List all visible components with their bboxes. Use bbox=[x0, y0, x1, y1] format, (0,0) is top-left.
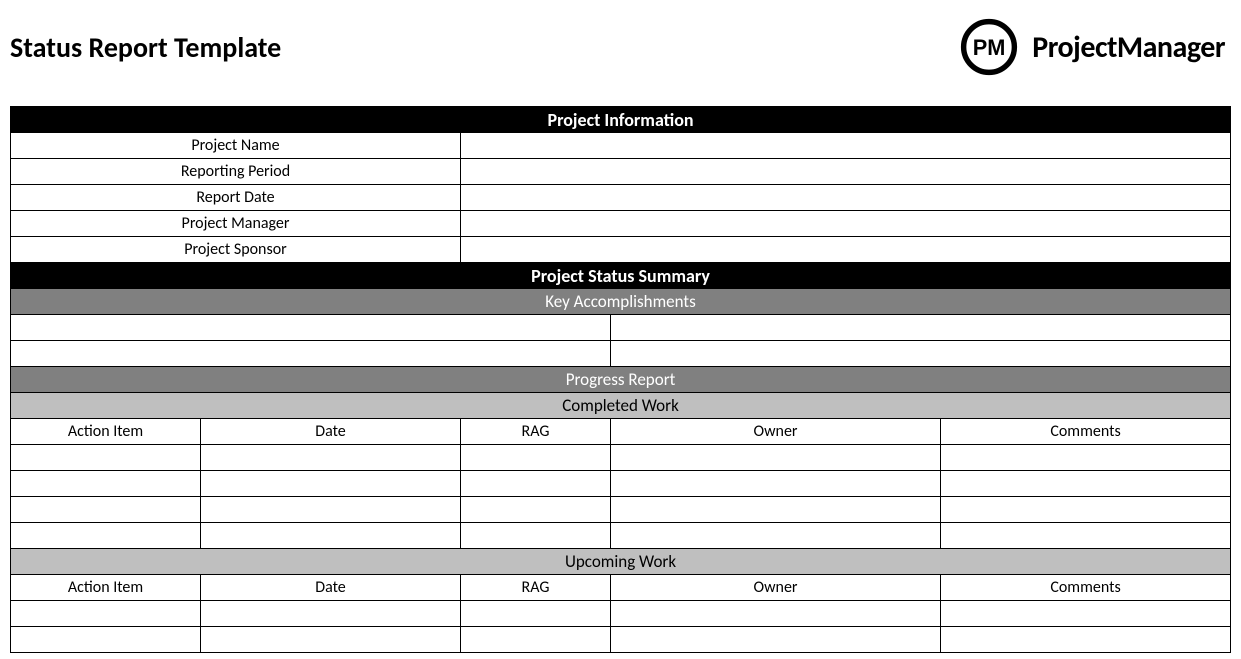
completed-work-row bbox=[11, 497, 1231, 523]
subheader-completed-work: Completed Work bbox=[11, 393, 1231, 419]
page-header: Status Report Template PM ProjectManager bbox=[10, 18, 1231, 106]
section-header-label: Project Status Summary bbox=[11, 263, 1231, 289]
key-accomplishments-row bbox=[11, 315, 1231, 341]
upcoming-work-row bbox=[11, 627, 1231, 653]
info-row-reporting-period: Reporting Period bbox=[11, 159, 1231, 185]
subheader-progress-report: Progress Report bbox=[11, 367, 1231, 393]
info-value[interactable] bbox=[461, 133, 1231, 159]
completed-work-row bbox=[11, 445, 1231, 471]
col-date: Date bbox=[201, 419, 461, 445]
report-table: Project Information Project Name Reporti… bbox=[10, 106, 1231, 653]
cell-rag[interactable] bbox=[461, 471, 611, 497]
ka-cell-right[interactable] bbox=[611, 315, 1231, 341]
cell-comments[interactable] bbox=[941, 627, 1231, 653]
brand-name: ProjectManager bbox=[1032, 29, 1225, 66]
cell-date[interactable] bbox=[201, 471, 461, 497]
cell-date[interactable] bbox=[201, 601, 461, 627]
cell-rag[interactable] bbox=[461, 627, 611, 653]
completed-work-row bbox=[11, 523, 1231, 549]
subheader-label: Upcoming Work bbox=[11, 549, 1231, 575]
cell-owner[interactable] bbox=[611, 627, 941, 653]
cell-date[interactable] bbox=[201, 497, 461, 523]
cell-date[interactable] bbox=[201, 523, 461, 549]
ka-cell-left[interactable] bbox=[11, 315, 611, 341]
info-row-project-sponsor: Project Sponsor bbox=[11, 237, 1231, 263]
subheader-key-accomplishments: Key Accomplishments bbox=[11, 289, 1231, 315]
info-value[interactable] bbox=[461, 185, 1231, 211]
upcoming-work-row bbox=[11, 601, 1231, 627]
cell-date[interactable] bbox=[201, 445, 461, 471]
col-owner: Owner bbox=[611, 575, 941, 601]
key-accomplishments-row bbox=[11, 341, 1231, 367]
col-rag: RAG bbox=[461, 575, 611, 601]
cell-comments[interactable] bbox=[941, 445, 1231, 471]
cell-action-item[interactable] bbox=[11, 627, 201, 653]
cell-action-item[interactable] bbox=[11, 497, 201, 523]
cell-owner[interactable] bbox=[611, 445, 941, 471]
info-label: Report Date bbox=[11, 185, 461, 211]
cell-comments[interactable] bbox=[941, 601, 1231, 627]
ka-cell-right[interactable] bbox=[611, 341, 1231, 367]
subheader-label: Progress Report bbox=[11, 367, 1231, 393]
col-rag: RAG bbox=[461, 419, 611, 445]
info-label: Project Name bbox=[11, 133, 461, 159]
info-label: Project Manager bbox=[11, 211, 461, 237]
info-label: Project Sponsor bbox=[11, 237, 461, 263]
cell-action-item[interactable] bbox=[11, 601, 201, 627]
completed-work-row bbox=[11, 471, 1231, 497]
col-comments: Comments bbox=[941, 419, 1231, 445]
cell-rag[interactable] bbox=[461, 445, 611, 471]
cell-owner[interactable] bbox=[611, 601, 941, 627]
col-date: Date bbox=[201, 575, 461, 601]
cell-rag[interactable] bbox=[461, 601, 611, 627]
cell-owner[interactable] bbox=[611, 471, 941, 497]
cell-action-item[interactable] bbox=[11, 445, 201, 471]
brand: PM ProjectManager bbox=[960, 18, 1225, 76]
section-header-project-status-summary: Project Status Summary bbox=[11, 263, 1231, 289]
cell-comments[interactable] bbox=[941, 497, 1231, 523]
info-row-project-manager: Project Manager bbox=[11, 211, 1231, 237]
info-label: Reporting Period bbox=[11, 159, 461, 185]
upcoming-work-columns: Action Item Date RAG Owner Comments bbox=[11, 575, 1231, 601]
cell-owner[interactable] bbox=[611, 497, 941, 523]
cell-rag[interactable] bbox=[461, 497, 611, 523]
col-owner: Owner bbox=[611, 419, 941, 445]
subheader-label: Completed Work bbox=[11, 393, 1231, 419]
col-comments: Comments bbox=[941, 575, 1231, 601]
section-header-project-information: Project Information bbox=[11, 107, 1231, 133]
brand-logo-icon: PM bbox=[960, 18, 1018, 76]
cell-owner[interactable] bbox=[611, 523, 941, 549]
cell-date[interactable] bbox=[201, 627, 461, 653]
info-row-report-date: Report Date bbox=[11, 185, 1231, 211]
ka-cell-left[interactable] bbox=[11, 341, 611, 367]
cell-action-item[interactable] bbox=[11, 471, 201, 497]
section-header-label: Project Information bbox=[11, 107, 1231, 133]
col-action-item: Action Item bbox=[11, 419, 201, 445]
cell-comments[interactable] bbox=[941, 523, 1231, 549]
col-action-item: Action Item bbox=[11, 575, 201, 601]
cell-action-item[interactable] bbox=[11, 523, 201, 549]
subheader-label: Key Accomplishments bbox=[11, 289, 1231, 315]
cell-rag[interactable] bbox=[461, 523, 611, 549]
completed-work-columns: Action Item Date RAG Owner Comments bbox=[11, 419, 1231, 445]
svg-text:PM: PM bbox=[973, 35, 1006, 60]
info-value[interactable] bbox=[461, 237, 1231, 263]
info-value[interactable] bbox=[461, 211, 1231, 237]
cell-comments[interactable] bbox=[941, 471, 1231, 497]
info-row-project-name: Project Name bbox=[11, 133, 1231, 159]
info-value[interactable] bbox=[461, 159, 1231, 185]
subheader-upcoming-work: Upcoming Work bbox=[11, 549, 1231, 575]
status-report-template: Status Report Template PM ProjectManager… bbox=[0, 0, 1241, 653]
page-title: Status Report Template bbox=[10, 30, 281, 65]
